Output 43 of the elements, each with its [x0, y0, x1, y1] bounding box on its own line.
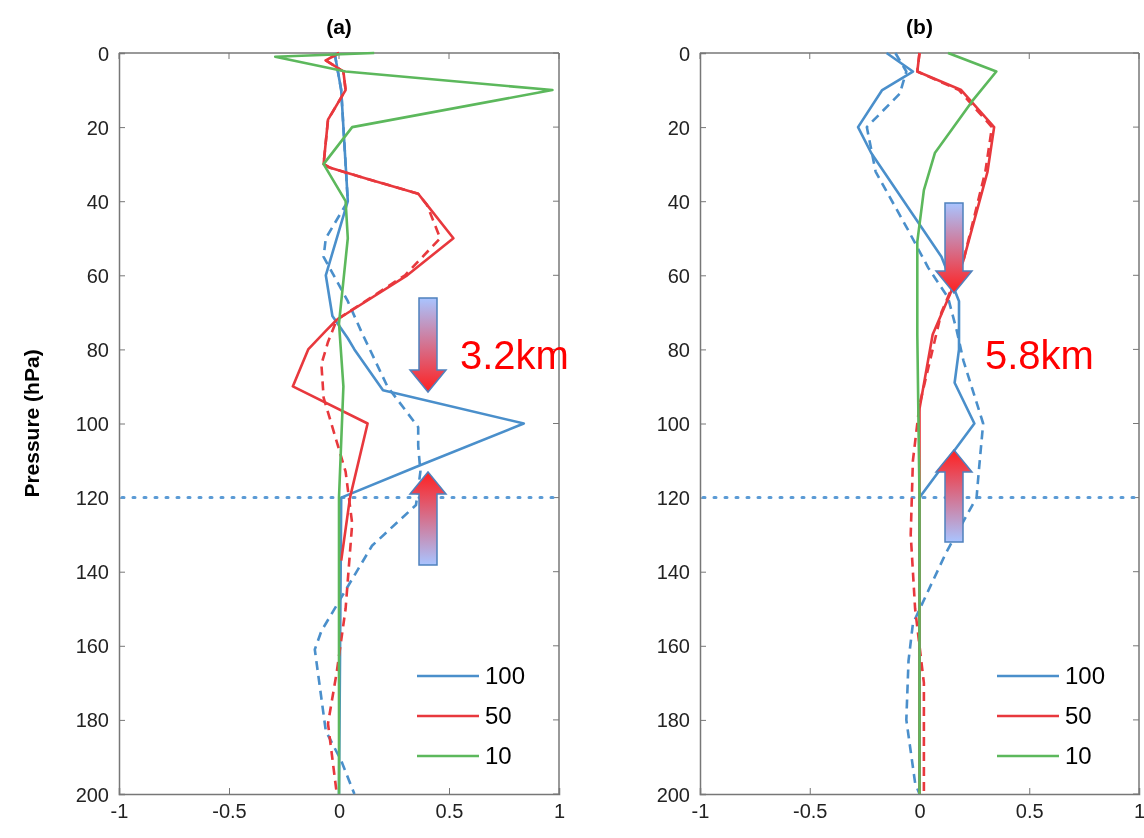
- y-tick-label: 160: [656, 635, 690, 658]
- legend-label: 10: [1065, 742, 1092, 770]
- chart-title: (a): [326, 15, 352, 38]
- y-tick-label: 180: [656, 709, 690, 732]
- legend-label: 10: [485, 742, 512, 770]
- x-tick-label: 0.5: [1015, 800, 1044, 823]
- y-tick-label: 60: [667, 264, 690, 287]
- y-tick-label: 200: [656, 783, 690, 806]
- y-tick-label: 20: [86, 116, 109, 139]
- chart-title: (b): [906, 15, 933, 38]
- y-tick-label: 180: [75, 709, 109, 732]
- y-tick-label: 120: [656, 487, 690, 510]
- legend-label: 100: [485, 662, 526, 690]
- annotation: 3.2km: [460, 333, 569, 377]
- y-tick-label: 140: [656, 561, 690, 584]
- y-tick-label: 40: [86, 190, 109, 213]
- y-tick-label: 160: [75, 635, 109, 658]
- legend-label: 50: [1065, 702, 1092, 730]
- x-tick-label: -1: [691, 800, 710, 823]
- x-tick-label: 0.5: [435, 800, 464, 823]
- x-tick-label: -1: [110, 800, 129, 823]
- y-tick-label: 0: [97, 42, 109, 65]
- annotation: 5.8km: [985, 333, 1094, 377]
- y-tick-label: 100: [656, 413, 690, 435]
- x-tick-label: 1: [1133, 800, 1144, 823]
- y-tick-label: 200: [75, 783, 109, 806]
- x-tick-label: 0: [333, 800, 346, 823]
- y-tick-label: 80: [86, 338, 109, 361]
- y-tick-label: 20: [667, 116, 690, 139]
- x-tick-label: -0.5: [793, 800, 828, 823]
- y-tick-label: 80: [667, 338, 690, 361]
- legend-label: 100: [1065, 662, 1106, 690]
- x-tick-label: -0.5: [212, 800, 247, 823]
- y-tick-label: 120: [75, 487, 109, 510]
- y-axis-title: Pressure (hPa): [20, 349, 43, 498]
- y-tick-label: 140: [75, 561, 109, 584]
- y-tick-label: 0: [678, 42, 690, 65]
- y-tick-label: 60: [86, 264, 109, 287]
- y-tick-label: 40: [667, 190, 690, 213]
- x-tick-label: 1: [553, 800, 566, 823]
- y-tick-label: 100: [75, 413, 109, 435]
- legend-label: 50: [485, 702, 512, 730]
- x-tick-label: 0: [914, 800, 926, 823]
